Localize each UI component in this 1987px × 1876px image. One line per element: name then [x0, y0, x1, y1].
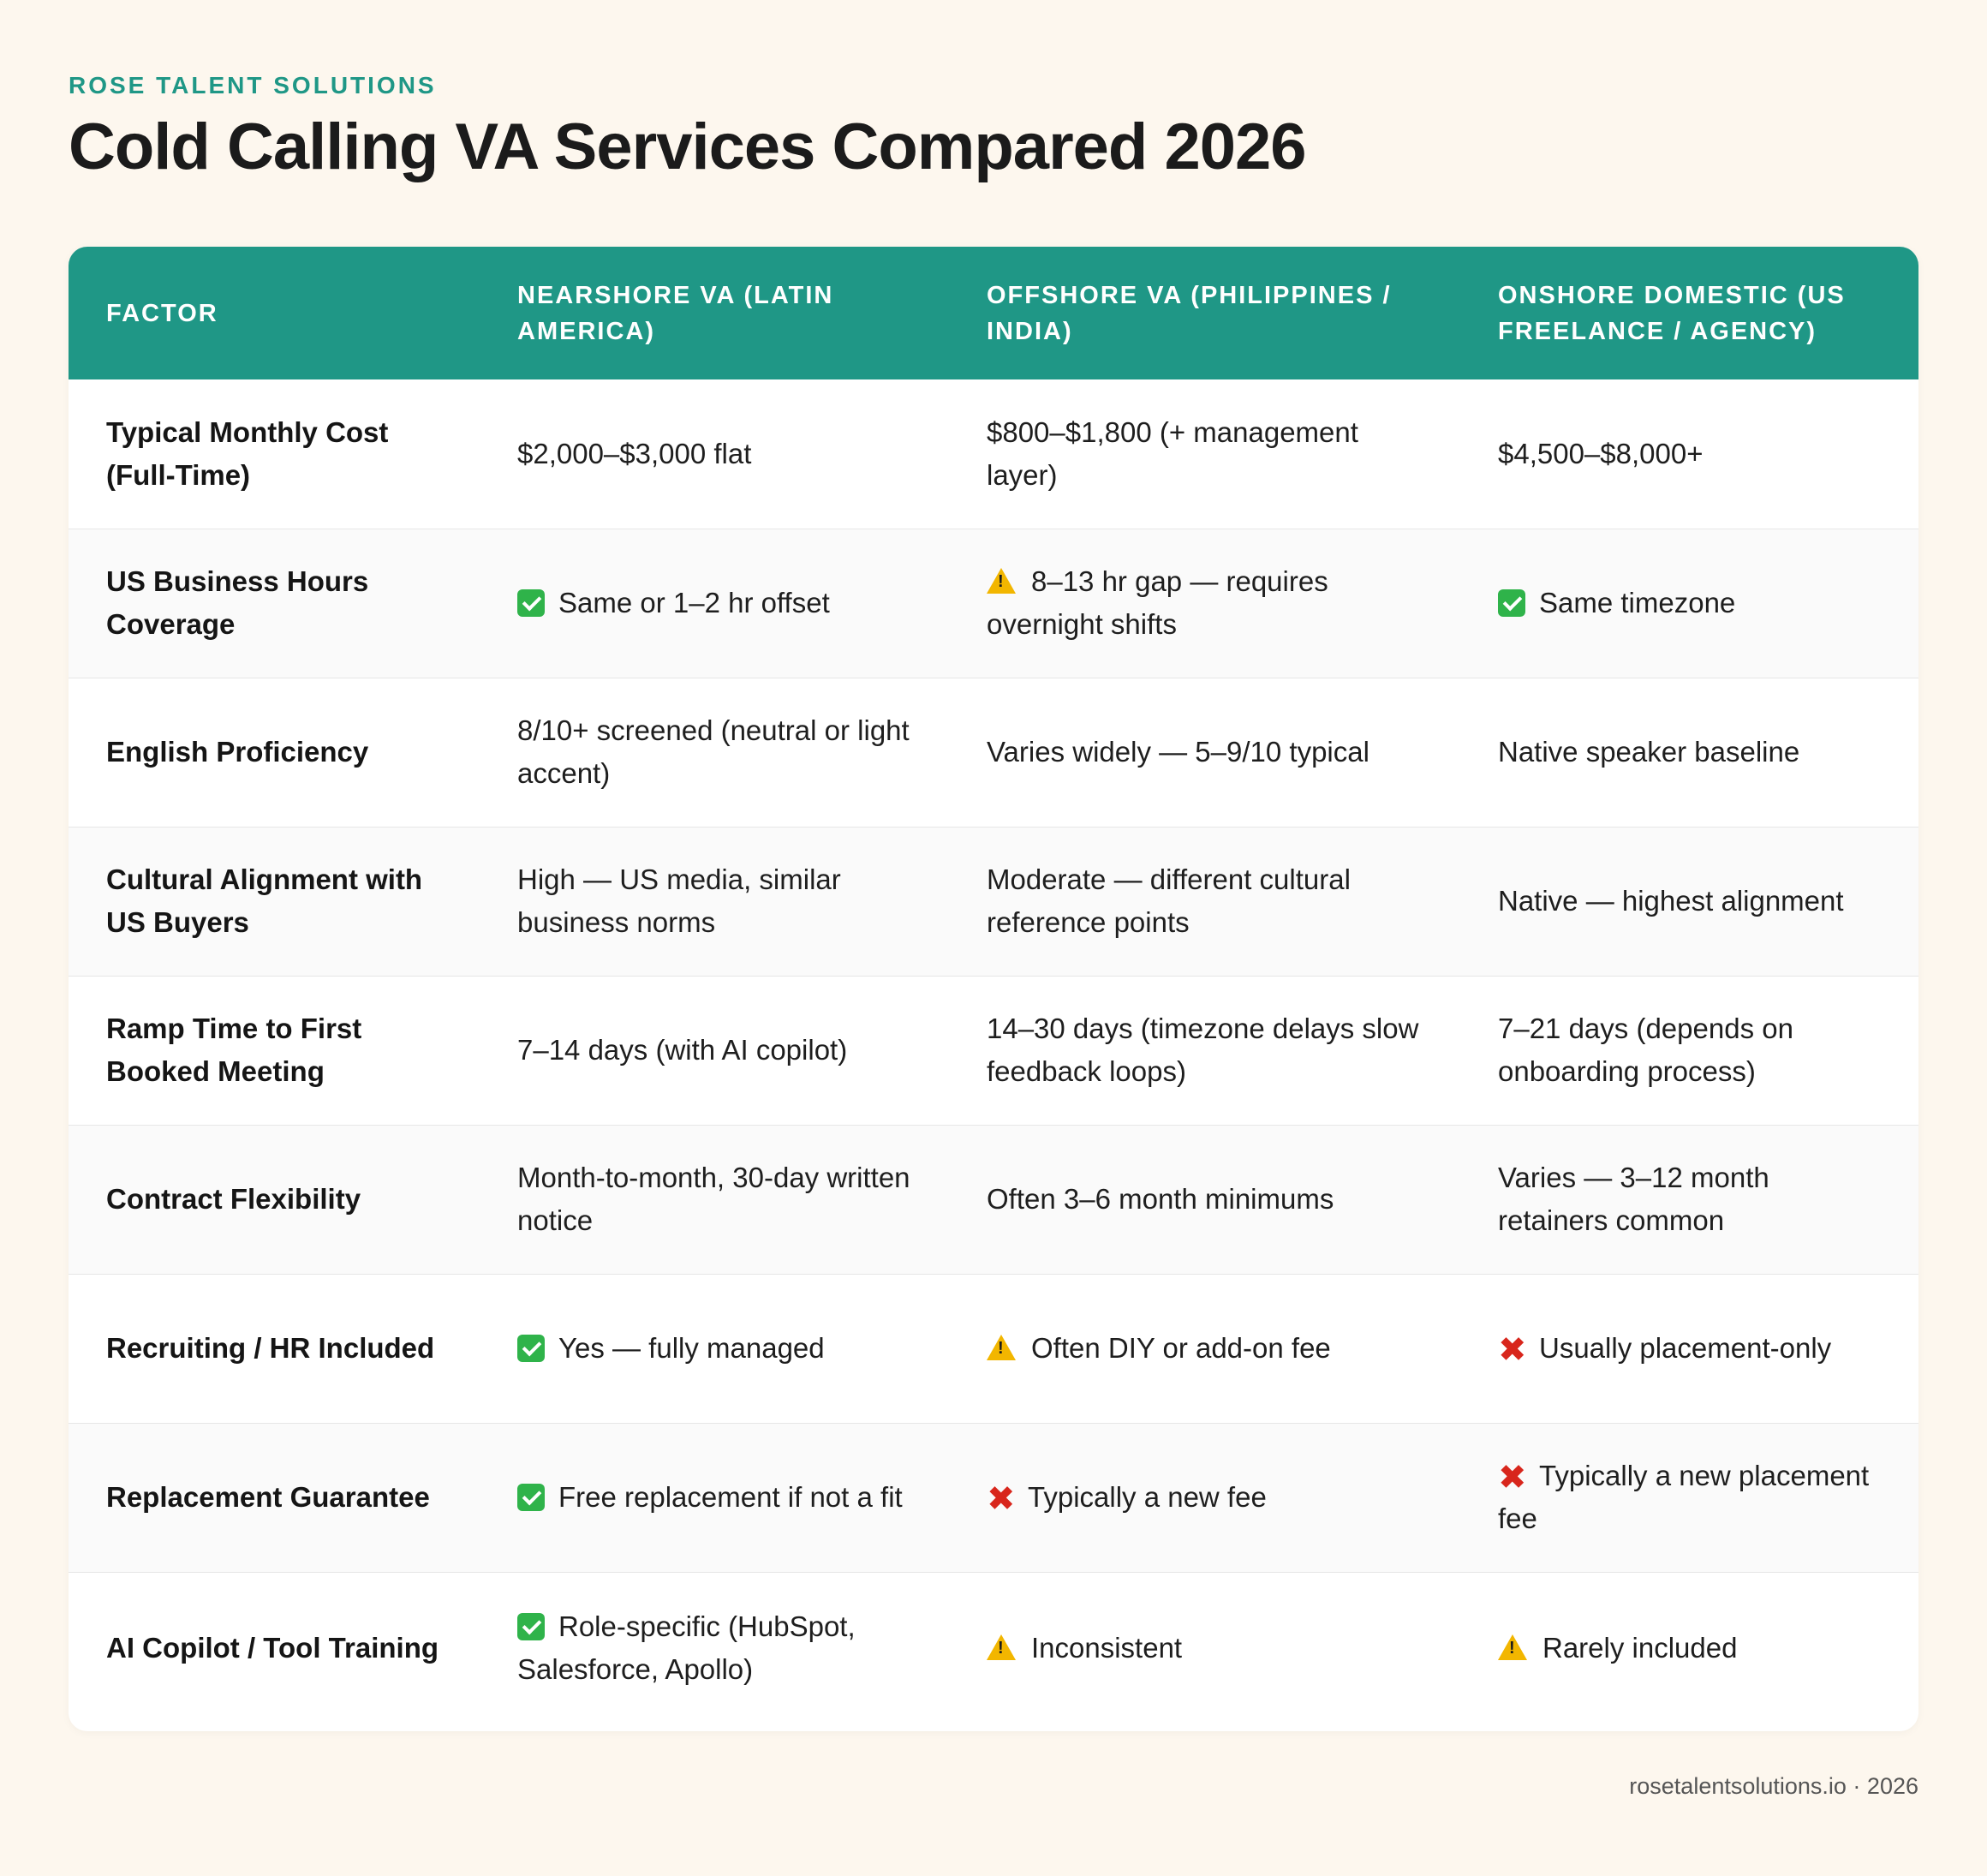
onshore-cell: Native — highest alignment: [1460, 827, 1918, 976]
offshore-cell: $800–$1,800 (+ management layer): [949, 379, 1460, 529]
table-body: Typical Monthly Cost (Full-Time) $2,000–$…: [69, 379, 1918, 1724]
comparison-table: FACTOR NEARSHORE VA (LATIN AMERICA) OFFS…: [69, 247, 1918, 1724]
brand-label: ROSE TALENT SOLUTIONS: [69, 72, 437, 99]
cell-text: Native — highest alignment: [1498, 885, 1844, 917]
check-icon: [517, 589, 545, 617]
onshore-cell: $4,500–$8,000+: [1460, 379, 1918, 529]
table-row: Typical Monthly Cost (Full-Time) $2,000–$…: [69, 379, 1918, 529]
onshore-cell: Native speaker baseline: [1460, 678, 1918, 827]
cell-text: Rarely included: [1542, 1632, 1738, 1664]
onshore-cell: ✖ Typically a new placement fee: [1460, 1423, 1918, 1572]
cell-text: $2,000–$3,000 flat: [517, 437, 752, 469]
table-row: English Proficiency 8/10+ screened (neutr…: [69, 678, 1918, 827]
cell-text: Yes — fully managed: [558, 1332, 825, 1364]
table-row: Ramp Time to First Booked Meeting 7–14 da…: [69, 976, 1918, 1125]
header-onshore: ONSHORE DOMESTIC (US FREELANCE / AGENCY): [1498, 281, 1846, 345]
nearshore-cell: $2,000–$3,000 flat: [480, 379, 949, 529]
cell-text: Varies widely — 5–9/10 typical: [987, 736, 1369, 768]
cell-text: $800–$1,800 (+ management layer): [987, 415, 1358, 491]
factor-cell: Recruiting / HR Included: [106, 1332, 435, 1364]
onshore-cell: Varies — 3–12 month retainers common: [1460, 1125, 1918, 1274]
nearshore-cell: Month-to-month, 30-day written notice: [480, 1125, 949, 1274]
onshore-cell: Rarely included: [1460, 1572, 1918, 1724]
cell-text: Often DIY or add-on fee: [1031, 1332, 1331, 1364]
cell-text: High — US media, similar business norms: [517, 863, 841, 938]
cell-text: Role-specific (HubSpot, Salesforce, Apol…: [517, 1610, 856, 1686]
page-title: Cold Calling VA Services Compared 2026: [69, 111, 1307, 183]
check-icon: [517, 1613, 545, 1641]
offshore-cell: Moderate — different cultural reference …: [949, 827, 1460, 976]
nearshore-cell: 8/10+ screened (neutral or light accent): [480, 678, 949, 827]
cell-text: 7–21 days (depends on onboarding process…: [1498, 1013, 1793, 1087]
warning-icon: [987, 1634, 1016, 1661]
offshore-cell: Varies widely — 5–9/10 typical: [949, 678, 1460, 827]
offshore-cell: 14–30 days (timezone delays slow feedbac…: [949, 976, 1460, 1125]
cell-text: Typically a new placement fee: [1498, 1460, 1870, 1534]
warning-icon: [987, 1335, 1016, 1360]
cell-text: Usually placement-only: [1539, 1332, 1832, 1364]
cell-text: Month-to-month, 30-day written notice: [517, 1162, 910, 1236]
factor-cell: Contract Flexibility: [106, 1183, 361, 1215]
onshore-cell: ✖ Usually placement-only: [1460, 1274, 1918, 1423]
nearshore-cell: Free replacement if not a fit: [480, 1423, 949, 1572]
cell-text: $4,500–$8,000+: [1498, 437, 1704, 469]
check-icon: [517, 1335, 545, 1362]
cross-icon: ✖: [1498, 1459, 1527, 1497]
nearshore-cell: Yes — fully managed: [480, 1274, 949, 1423]
cell-text: Typically a new fee: [1028, 1481, 1267, 1513]
cell-text: 8–13 hr gap — requires overnight shifts: [987, 565, 1328, 640]
header-offshore: OFFSHORE VA (PHILIPPINES / INDIA): [987, 281, 1392, 345]
cross-icon: ✖: [987, 1480, 1016, 1518]
cell-text: Moderate — different cultural reference …: [987, 863, 1351, 938]
factor-cell: US Business Hours Coverage: [106, 565, 369, 640]
nearshore-cell: Role-specific (HubSpot, Salesforce, Apol…: [480, 1572, 949, 1724]
offshore-cell: 8–13 hr gap — requires overnight shifts: [949, 529, 1460, 678]
onshore-cell: Same timezone: [1460, 529, 1918, 678]
header-factor: FACTOR: [106, 299, 218, 327]
cell-text: Same or 1–2 hr offset: [558, 587, 830, 618]
table-row: Contract Flexibility Month-to-month, 30-d…: [69, 1125, 1918, 1274]
cell-text: 14–30 days (timezone delays slow feedbac…: [987, 1013, 1419, 1087]
cell-text: Same timezone: [1539, 587, 1736, 618]
check-icon: [1498, 589, 1525, 617]
offshore-cell: ✖ Typically a new fee: [949, 1423, 1460, 1572]
table-row: AI Copilot / Tool Training Role-specific …: [69, 1572, 1918, 1724]
nearshore-cell: 7–14 days (with AI copilot): [480, 976, 949, 1125]
offshore-cell: Inconsistent: [949, 1572, 1460, 1724]
warning-icon: [987, 568, 1016, 594]
header-nearshore: NEARSHORE VA (LATIN AMERICA): [517, 281, 834, 345]
nearshore-cell: Same or 1–2 hr offset: [480, 529, 949, 678]
onshore-cell: 7–21 days (depends on onboarding process…: [1460, 976, 1918, 1125]
table-row: Recruiting / HR Included Yes — fully mana…: [69, 1274, 1918, 1423]
factor-cell: Ramp Time to First Booked Meeting: [106, 1013, 362, 1087]
table-row: Cultural Alignment with US Buyers High — …: [69, 827, 1918, 976]
cell-text: Free replacement if not a fit: [558, 1481, 903, 1513]
footer-credit: rosetalentsolutions.io · 2026: [1629, 1773, 1918, 1799]
cell-text: Inconsistent: [1031, 1632, 1183, 1664]
factor-cell: Typical Monthly Cost (Full-Time): [106, 415, 389, 491]
cell-text: Native speaker baseline: [1498, 736, 1800, 768]
offshore-cell: Often DIY or add-on fee: [949, 1274, 1460, 1423]
table-header-row: FACTOR NEARSHORE VA (LATIN AMERICA) OFFS…: [69, 247, 1918, 379]
warning-icon: [1498, 1634, 1527, 1661]
offshore-cell: Often 3–6 month minimums: [949, 1125, 1460, 1274]
table-row: Replacement Guarantee Free replacement if…: [69, 1423, 1918, 1572]
factor-cell: English Proficiency: [106, 736, 369, 768]
check-icon: [517, 1484, 545, 1511]
cross-icon: ✖: [1498, 1331, 1527, 1369]
factor-cell: Cultural Alignment with US Buyers: [106, 863, 423, 938]
nearshore-cell: High — US media, similar business norms: [480, 827, 949, 976]
cell-text: 7–14 days (with AI copilot): [517, 1034, 848, 1066]
table-row: US Business Hours Coverage Same or 1–2 hr…: [69, 529, 1918, 678]
cell-text: Often 3–6 month minimums: [987, 1183, 1334, 1215]
cell-text: Varies — 3–12 month retainers common: [1498, 1162, 1769, 1236]
comparison-table-card: FACTOR NEARSHORE VA (LATIN AMERICA) OFFS…: [69, 247, 1918, 1731]
factor-cell: Replacement Guarantee: [106, 1481, 430, 1513]
factor-cell: AI Copilot / Tool Training: [106, 1632, 439, 1664]
cell-text: 8/10+ screened (neutral or light accent): [517, 714, 910, 789]
